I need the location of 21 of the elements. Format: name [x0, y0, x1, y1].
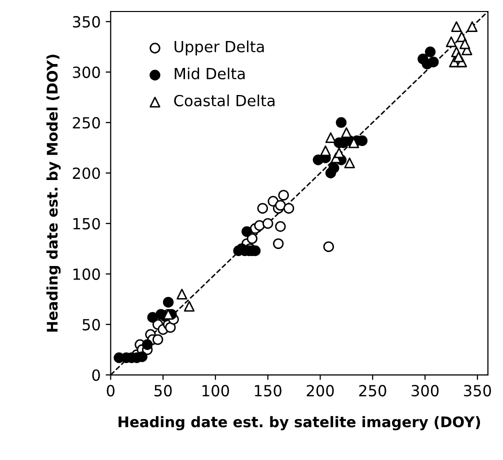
y-tick-label: 250: [72, 117, 100, 129]
y-tick-label: 200: [72, 167, 100, 180]
x-tick-label: 100: [202, 384, 230, 396]
x-axis-title: Heading date est. by satelite imagery (DOY): [118, 416, 480, 430]
y-tick-label: 50: [82, 318, 100, 330]
y-axis-title: Heading date est. by Model (DOY): [46, 54, 61, 332]
x-tick-label: 250: [359, 384, 386, 396]
y-tick-label: 0: [92, 369, 100, 381]
x-tick-label: 0: [106, 384, 115, 396]
legend-label: Mid Delta: [174, 68, 245, 80]
x-tick-label: 50: [154, 384, 172, 396]
x-tick-label: 200: [306, 384, 334, 396]
x-tick-label: 150: [254, 384, 282, 396]
y-tick-label: 150: [73, 218, 100, 230]
y-tick-label: 300: [72, 66, 100, 78]
x-tick-label: 350: [464, 384, 491, 396]
y-tick-label: 100: [73, 268, 100, 280]
y-tick-label: 350: [72, 16, 100, 28]
x-tick-label: 300: [412, 384, 439, 396]
legend-label: Coastal Delta: [174, 94, 274, 106]
legend-label: Upper Delta: [174, 40, 264, 56]
